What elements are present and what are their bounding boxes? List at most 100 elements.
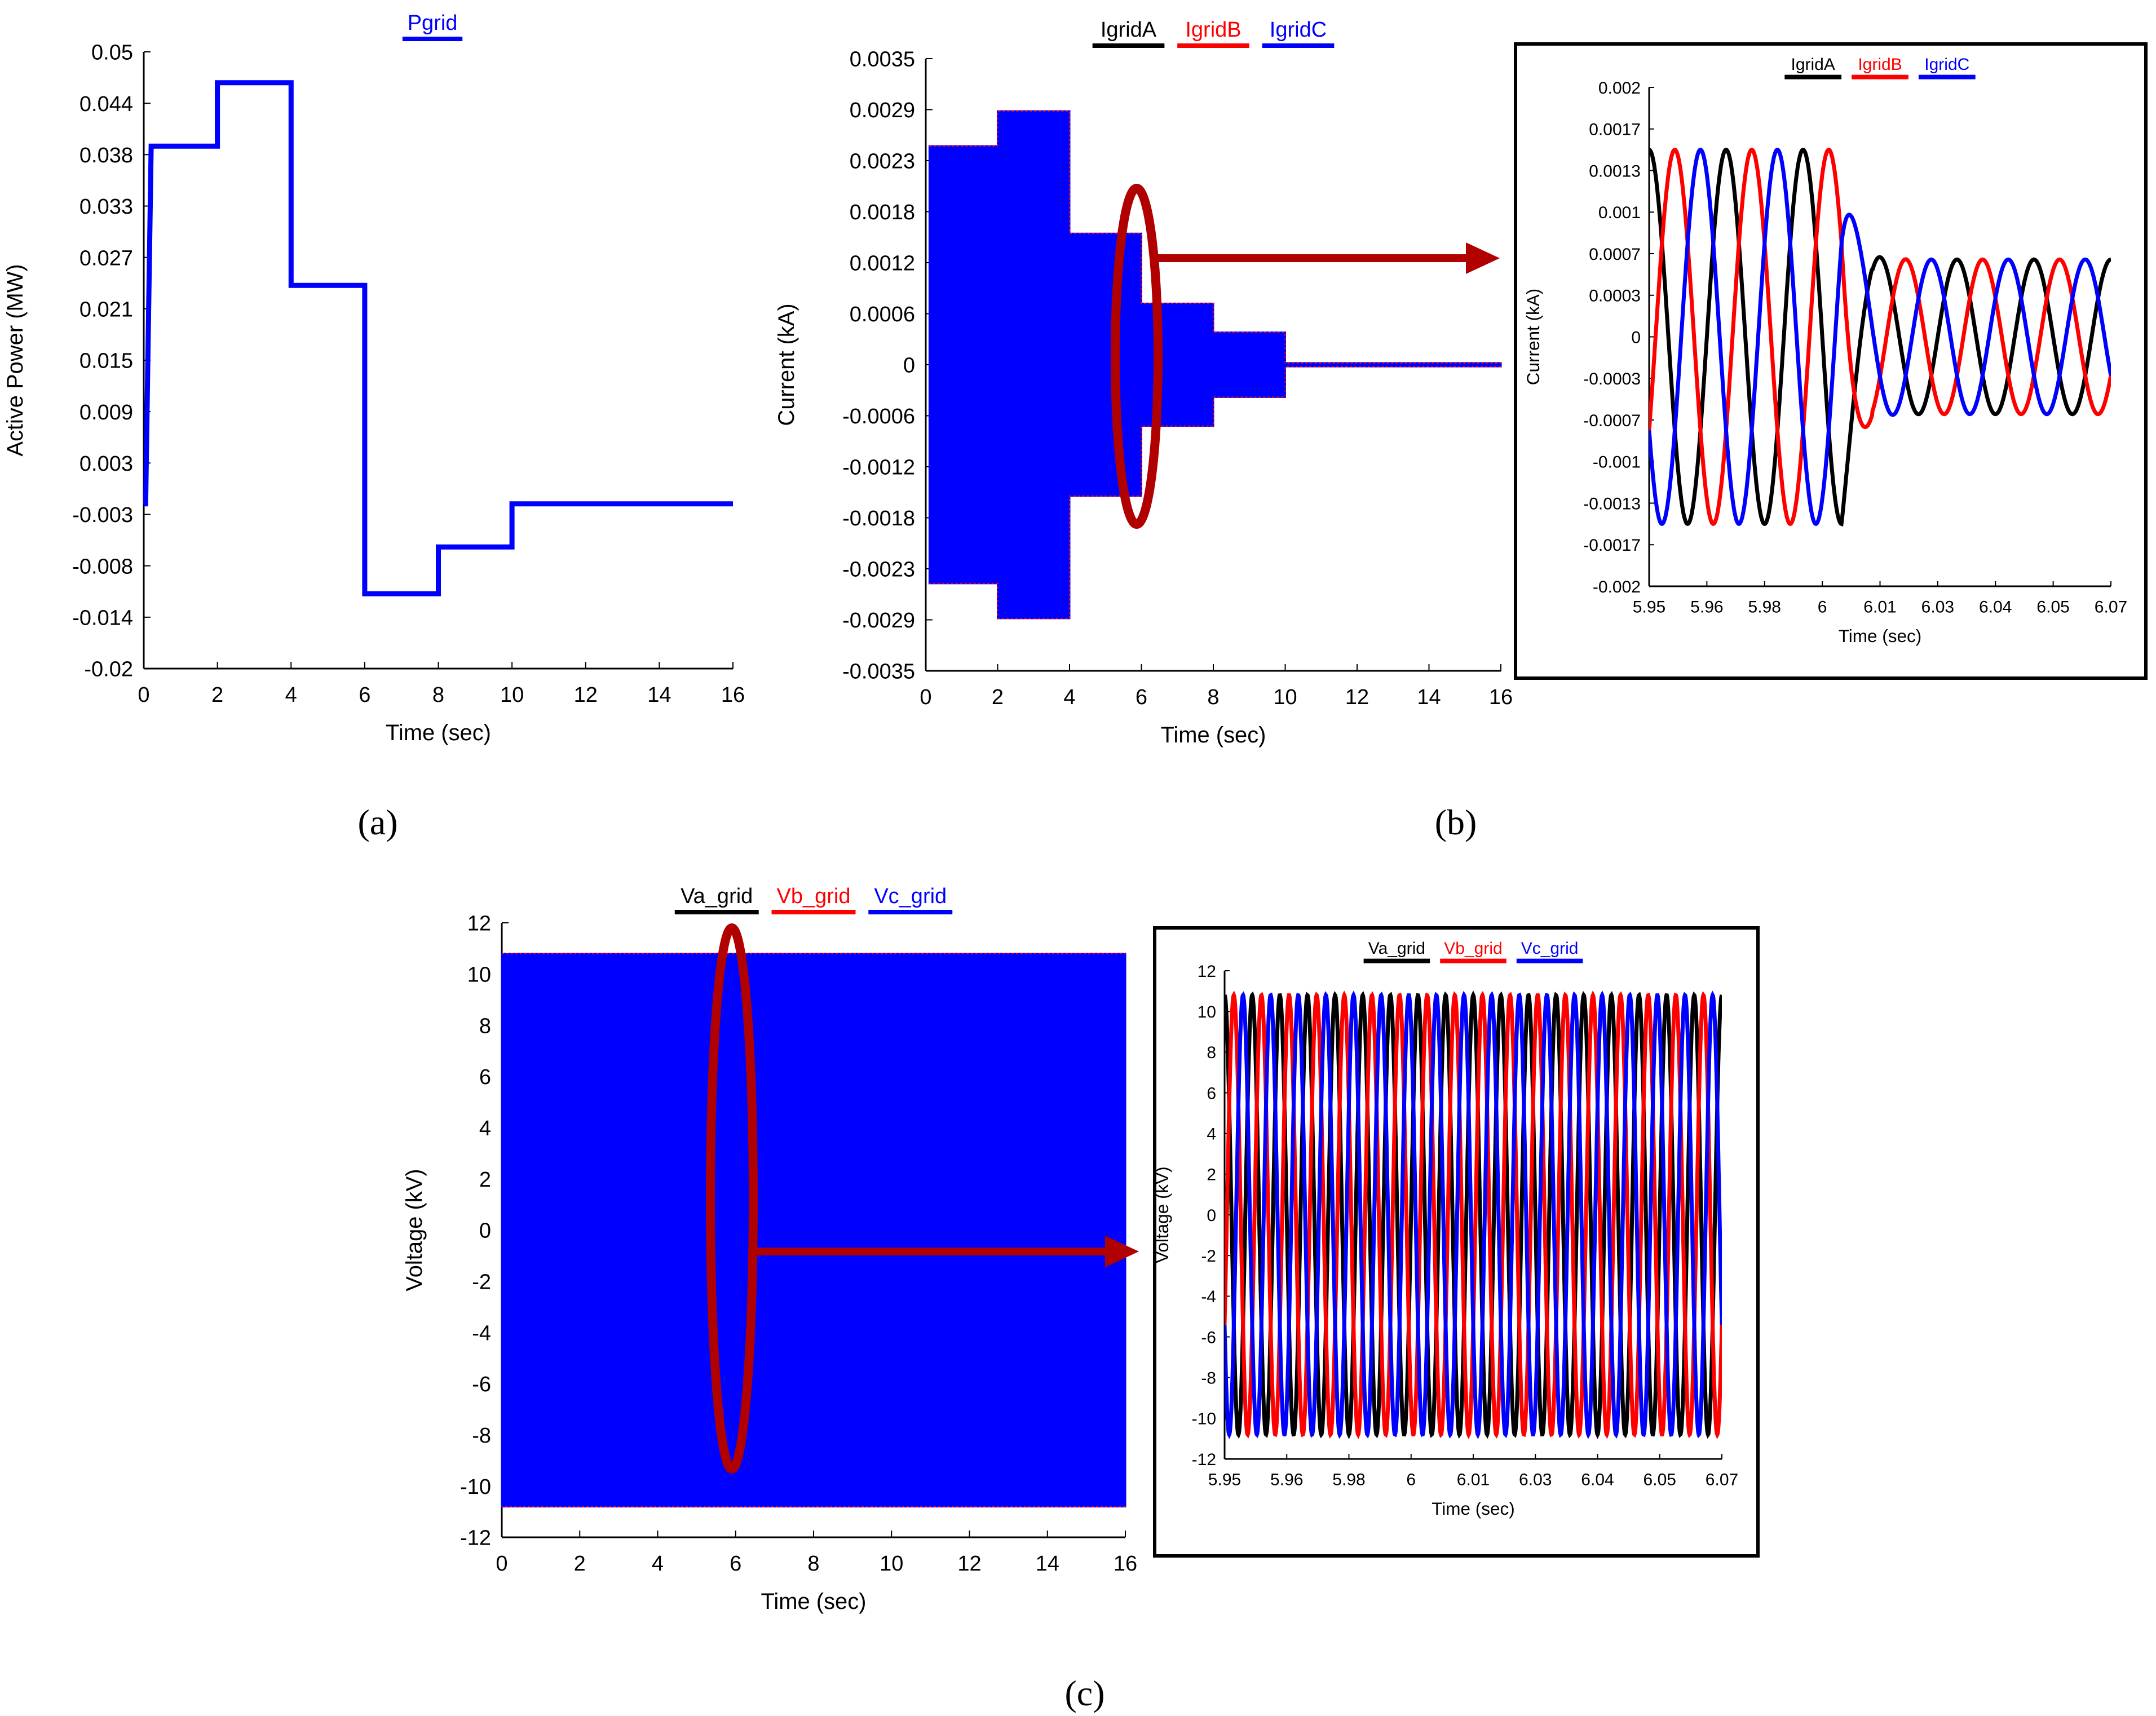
annotation-b: [1111, 184, 1500, 529]
legend-label: IgridC: [1270, 18, 1327, 42]
y-tick-label: 0.0012: [850, 252, 915, 276]
legend-label: Va_grid: [1368, 939, 1425, 958]
x-tick-label: 6.07: [2095, 598, 2127, 617]
y-tick-label: 0.0035: [850, 48, 915, 72]
y-axis-label: Active Power (MW): [3, 264, 28, 456]
y-tick-label: -0.0018: [842, 507, 915, 530]
x-tick-label: 6.01: [1863, 598, 1896, 617]
series-envelope: [928, 110, 1502, 620]
y-tick-label: 0: [903, 354, 915, 378]
y-tick-label: -2: [472, 1271, 491, 1294]
x-tick-label: 6.01: [1457, 1471, 1490, 1489]
y-tick-label: -0.0029: [842, 609, 915, 633]
y-tick-label: -8: [472, 1424, 491, 1448]
zoom-box-b: [1514, 42, 2148, 680]
y-tick-label: -12: [1192, 1450, 1216, 1469]
x-tick-label: 6.03: [1921, 598, 1954, 617]
x-tick-label: 0: [138, 683, 149, 707]
x-tick-label: 4: [652, 1552, 664, 1576]
y-axis-label: Voltage (kV): [402, 1169, 427, 1291]
y-tick-label: -12: [460, 1527, 491, 1550]
y-tick-label: 0: [1207, 1206, 1216, 1225]
legend-label: Va_grid: [681, 884, 753, 908]
y-tick-label: 0.0023: [850, 150, 915, 174]
y-tick-label: 0.003: [79, 452, 133, 476]
y-axis-label: Current (kA): [1523, 289, 1543, 386]
caption-b: (b): [1435, 802, 1477, 842]
zoom-ellipse-c: [706, 923, 758, 1474]
y-tick-label: 0.009: [79, 401, 133, 424]
y-tick-label: -0.0006: [842, 405, 915, 428]
y-tick-label: -0.0012: [842, 456, 915, 480]
y-axis-label: Voltage (kV): [1152, 1166, 1172, 1263]
y-tick-label: 0.044: [79, 92, 133, 116]
x-tick-label: 5.98: [1748, 598, 1781, 617]
x-tick-label: 2: [211, 683, 223, 707]
x-tick-label: 10: [880, 1552, 903, 1576]
series-group: [1225, 990, 1722, 1440]
x-tick-label: 8: [432, 683, 444, 707]
y-tick-label: 6: [1207, 1084, 1216, 1103]
y-tick-label: 4: [1207, 1125, 1216, 1143]
y-tick-label: 0.033: [79, 195, 133, 219]
y-tick-label: -4: [1201, 1288, 1216, 1306]
x-tick-label: 6: [1406, 1471, 1416, 1489]
x-tick-label: 8: [807, 1552, 819, 1576]
x-axis-label: Time (sec): [1839, 626, 1922, 646]
legend-label: IgridB: [1858, 55, 1902, 74]
x-tick-label: 6.04: [1979, 598, 2012, 617]
arrowhead-b: [1466, 242, 1500, 274]
x-tick-label: 6.03: [1519, 1471, 1552, 1489]
x-tick-label: 6: [359, 683, 370, 707]
x-tick-label: 2: [574, 1552, 586, 1576]
series-igrida: [1649, 148, 2111, 527]
x-tick-label: 10: [1273, 685, 1297, 709]
x-axis-label: Time (sec): [1161, 723, 1266, 748]
x-tick-label: 14: [647, 683, 671, 707]
y-tick-label: 0.015: [79, 350, 133, 373]
y-tick-label: 0.0029: [850, 99, 915, 122]
x-tick-label: 14: [1417, 685, 1441, 709]
y-tick-label: 12: [1198, 962, 1216, 981]
x-tick-label: 4: [285, 683, 297, 707]
y-tick-label: 0.0006: [850, 303, 915, 326]
x-tick-label: 5.96: [1690, 598, 1723, 617]
x-tick-label: 12: [957, 1552, 981, 1576]
legend-label: Pgrid: [408, 11, 458, 35]
legend-label: IgridB: [1185, 18, 1241, 42]
x-axis-label: Time (sec): [1432, 1498, 1515, 1519]
x-tick-label: 6: [1818, 598, 1827, 617]
y-tick-label: 2: [479, 1168, 491, 1192]
y-tick-label: 6: [479, 1065, 491, 1089]
series-group: [1649, 147, 2111, 527]
series-vc-grid: [1225, 990, 1722, 1440]
y-tick-label: 10: [1198, 1003, 1216, 1021]
x-tick-label: 6.05: [2036, 598, 2069, 617]
caption-c: (c): [1064, 1673, 1104, 1713]
series-igridc: [1649, 147, 2111, 527]
legend-label: Vc_grid: [874, 884, 947, 908]
x-tick-label: 16: [721, 683, 745, 707]
y-tick-label: -6: [472, 1373, 491, 1396]
x-tick-label: 12: [1345, 685, 1369, 709]
x-tick-label: 14: [1036, 1552, 1059, 1576]
x-tick-label: 6.04: [1581, 1471, 1614, 1489]
chart-a: 0 2 4 6 8 10 12 14 16 0.05 0.044 0.038 0.033 0.027 0.0…: [3, 11, 745, 745]
y-tick-label: 0.021: [79, 298, 133, 322]
y-tick-label: 8: [479, 1014, 491, 1038]
x-tick-label: 6: [730, 1552, 741, 1576]
x-tick-label: 0: [920, 685, 931, 709]
y-tick-label: 0.0013: [1589, 162, 1641, 180]
y-tick-label: 4: [479, 1117, 491, 1140]
chart-b: 0 2 4 6 8 10 12 14 16 0.0035 0.0029 0.0023 0.0018 0.0…: [774, 18, 1513, 748]
y-tick-label: -0.02: [84, 658, 133, 682]
x-tick-label: 5.96: [1270, 1471, 1303, 1489]
legend-label: IgridA: [1101, 18, 1157, 42]
y-axis-label: Current (kA): [774, 303, 799, 426]
y-tick-label: -0.0017: [1583, 536, 1641, 555]
y-tick-label: 0.002: [1598, 79, 1641, 98]
y-tick-label: -0.0007: [1583, 412, 1641, 430]
y-tick-label: 0.05: [91, 41, 133, 65]
x-tick-label: 6: [1136, 685, 1147, 709]
